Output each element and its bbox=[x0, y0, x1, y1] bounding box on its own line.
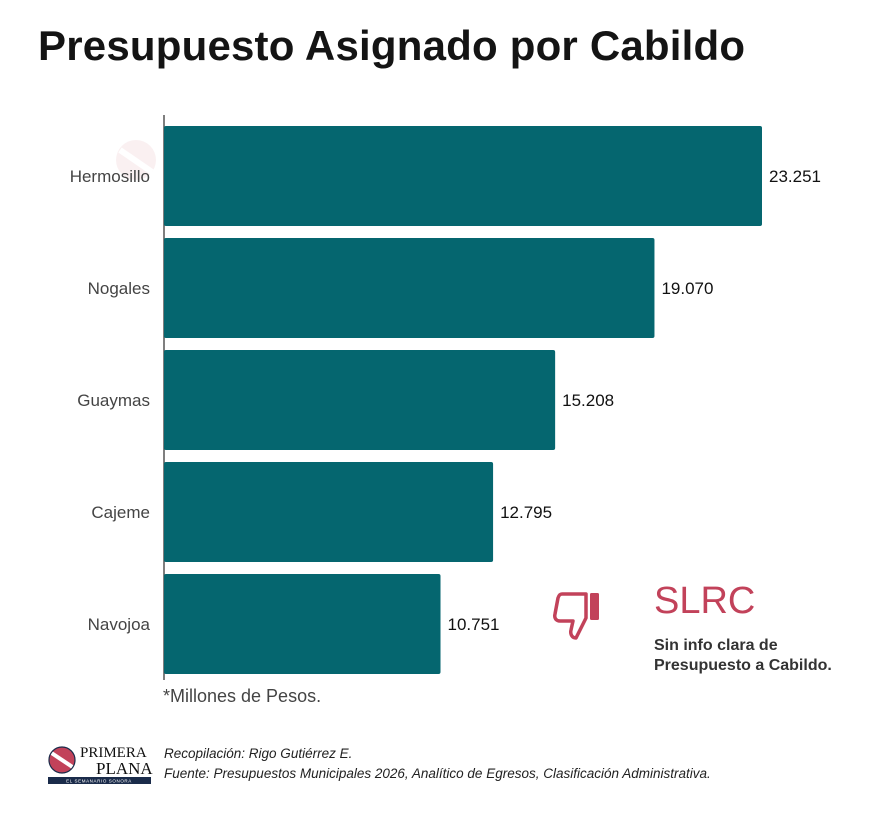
logo-text-primera: PRIMERA bbox=[80, 745, 147, 761]
logo-tagline: EL SEMANARIO SONORA bbox=[66, 779, 132, 784]
chart-title: Presupuesto Asignado por Cabildo bbox=[38, 22, 746, 69]
bar-navojoa bbox=[164, 574, 441, 674]
bar-hermosillo bbox=[164, 126, 762, 226]
slrc-line-2: Presupuesto a Cabildo. bbox=[654, 657, 832, 674]
slrc-line-1: Sin info clara de bbox=[654, 637, 778, 654]
watermark-logo-icon bbox=[116, 140, 156, 180]
bar-chart: Hermosillo 23.251 Nogales 19.070 Guaymas 15.2… bbox=[70, 115, 821, 680]
category-label: Hermosillo bbox=[70, 167, 150, 186]
category-label: Navojoa bbox=[88, 615, 151, 634]
value-label: 23.251 bbox=[769, 167, 821, 186]
primera-plana-logo: PRIMERA PLANA EL SEMANARIO SONORA bbox=[48, 745, 153, 784]
category-label: Nogales bbox=[88, 279, 150, 298]
value-label: 10.751 bbox=[448, 615, 500, 634]
thumbs-down-icon bbox=[553, 592, 599, 640]
bar-nogales bbox=[164, 238, 655, 338]
units-note: *Millones de Pesos. bbox=[163, 686, 322, 706]
bar-guaymas bbox=[164, 350, 556, 450]
credits-compilation: Recopilación: Rigo Gutiérrez E. bbox=[164, 746, 353, 761]
value-label: 19.070 bbox=[661, 279, 713, 298]
category-label: Cajeme bbox=[91, 503, 150, 522]
value-label: 12.795 bbox=[500, 503, 552, 522]
credits-block: Recopilación: Rigo Gutiérrez E. Fuente: … bbox=[164, 744, 711, 784]
value-label: 15.208 bbox=[562, 391, 614, 410]
slrc-description: Sin info clara de Presupuesto a Cabildo. bbox=[654, 636, 884, 676]
slrc-title: SLRC bbox=[654, 580, 756, 622]
logo-text-plana: PLANA bbox=[96, 759, 153, 778]
category-label: Guaymas bbox=[77, 391, 150, 410]
credits-source: Fuente: Presupuestos Municipales 2026, A… bbox=[164, 766, 711, 781]
bar-cajeme bbox=[164, 462, 494, 562]
